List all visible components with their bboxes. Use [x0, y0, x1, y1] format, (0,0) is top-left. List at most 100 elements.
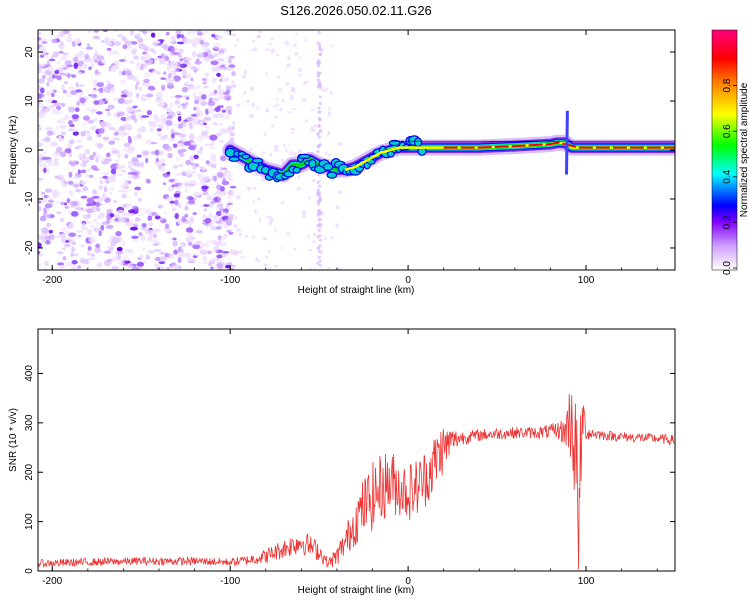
noise-speckle [316, 213, 321, 217]
noise-speckle [67, 211, 72, 215]
noise-speckle [251, 48, 254, 52]
ridge-blob [292, 166, 301, 174]
noise-speckle [96, 111, 103, 115]
noise-speckle [117, 97, 125, 104]
noise-speckle [41, 191, 46, 195]
noise-speckle [166, 31, 170, 36]
noise-speckle [154, 256, 161, 262]
noise-speckle [160, 113, 166, 120]
noise-speckle [123, 142, 131, 148]
noise-speckle [317, 255, 321, 259]
noise-speckle [125, 217, 130, 223]
noise-speckle [330, 236, 334, 239]
noise-speckle [61, 180, 68, 188]
noise-speckle [317, 209, 321, 213]
noise-speckle [52, 143, 59, 147]
noise-speckle [202, 261, 208, 265]
snr-x-tick-label: -100 [220, 576, 240, 587]
noise-speckle [155, 267, 160, 270]
noise-speckle [203, 46, 210, 52]
noise-speckle [60, 232, 66, 240]
noise-speckle [38, 37, 41, 41]
noise-speckle [44, 203, 53, 209]
noise-speckle [199, 204, 204, 208]
noise-speckle [308, 195, 311, 200]
noise-speckle [139, 95, 146, 102]
noise-speckle [179, 153, 185, 158]
noise-speckle [194, 163, 200, 168]
noise-speckle [231, 71, 236, 77]
noise-speckle [39, 163, 47, 168]
noise-speckle [71, 41, 77, 47]
noise-speckle [266, 215, 271, 219]
noise-speckle [216, 113, 225, 119]
noise-speckle [140, 227, 146, 230]
noise-speckle [318, 224, 323, 228]
noise-speckle [285, 82, 290, 86]
noise-speckle [273, 104, 277, 108]
noise-speckle [71, 260, 78, 265]
noise-speckle [76, 100, 80, 107]
noise-speckle [55, 111, 63, 115]
noise-speckle [125, 90, 133, 95]
noise-speckle [177, 115, 182, 122]
noise-speckle [122, 263, 128, 266]
noise-speckle [199, 98, 204, 104]
noise-speckle [196, 149, 203, 155]
noise-speckle [80, 244, 85, 248]
noise-speckle [179, 241, 185, 248]
noise-speckle [172, 240, 179, 247]
snr-y-axis-label: SNR (10 * v/v) [8, 408, 19, 472]
noise-speckle [317, 61, 321, 65]
noise-speckle [216, 171, 224, 178]
noise-speckle [173, 249, 178, 255]
noise-speckle [317, 110, 321, 114]
noise-speckle [148, 221, 153, 227]
noise-speckle [159, 252, 167, 255]
noise-speckle [38, 141, 44, 148]
noise-speckle [38, 177, 44, 181]
snr-x-tick-label: 0 [405, 576, 411, 587]
noise-speckle [56, 102, 62, 106]
noise-speckle [106, 152, 111, 158]
noise-speckle [72, 131, 79, 136]
noise-speckle [212, 121, 219, 126]
noise-speckle [181, 74, 187, 79]
noise-speckle [121, 216, 128, 223]
noise-speckle [262, 150, 266, 155]
noise-speckle [202, 191, 209, 196]
noise-speckle [91, 93, 97, 99]
noise-speckle [171, 60, 175, 66]
noise-speckle [77, 169, 81, 175]
noise-speckle [187, 241, 193, 246]
noise-speckle [281, 158, 284, 164]
noise-speckle [179, 138, 188, 141]
noise-speckle [64, 243, 71, 248]
noise-speckle [114, 159, 120, 164]
noise-speckle [318, 95, 322, 99]
noise-speckle [62, 255, 67, 261]
noise-speckle [337, 267, 342, 270]
noise-speckle [182, 105, 187, 110]
noise-speckle [58, 174, 64, 178]
noise-speckle [267, 250, 271, 254]
noise-speckle [38, 71, 44, 74]
noise-speckle [110, 256, 116, 262]
noise-speckle [122, 182, 130, 188]
noise-speckle [316, 190, 320, 194]
noise-speckle [162, 182, 167, 186]
noise-speckle [245, 234, 249, 238]
noise-speckle [285, 232, 291, 235]
noise-speckle [216, 72, 221, 77]
noise-speckle [38, 158, 42, 164]
noise-speckle [97, 128, 105, 134]
snr-y-tick-label: 0 [24, 568, 35, 574]
noise-speckle [335, 223, 339, 228]
noise-speckle [228, 58, 232, 64]
noise-speckle [201, 166, 206, 172]
noise-speckle [143, 53, 150, 57]
noise-speckle [316, 150, 320, 154]
noise-speckle [169, 40, 175, 44]
noise-speckle [96, 133, 102, 138]
noise-speckle [38, 242, 42, 249]
